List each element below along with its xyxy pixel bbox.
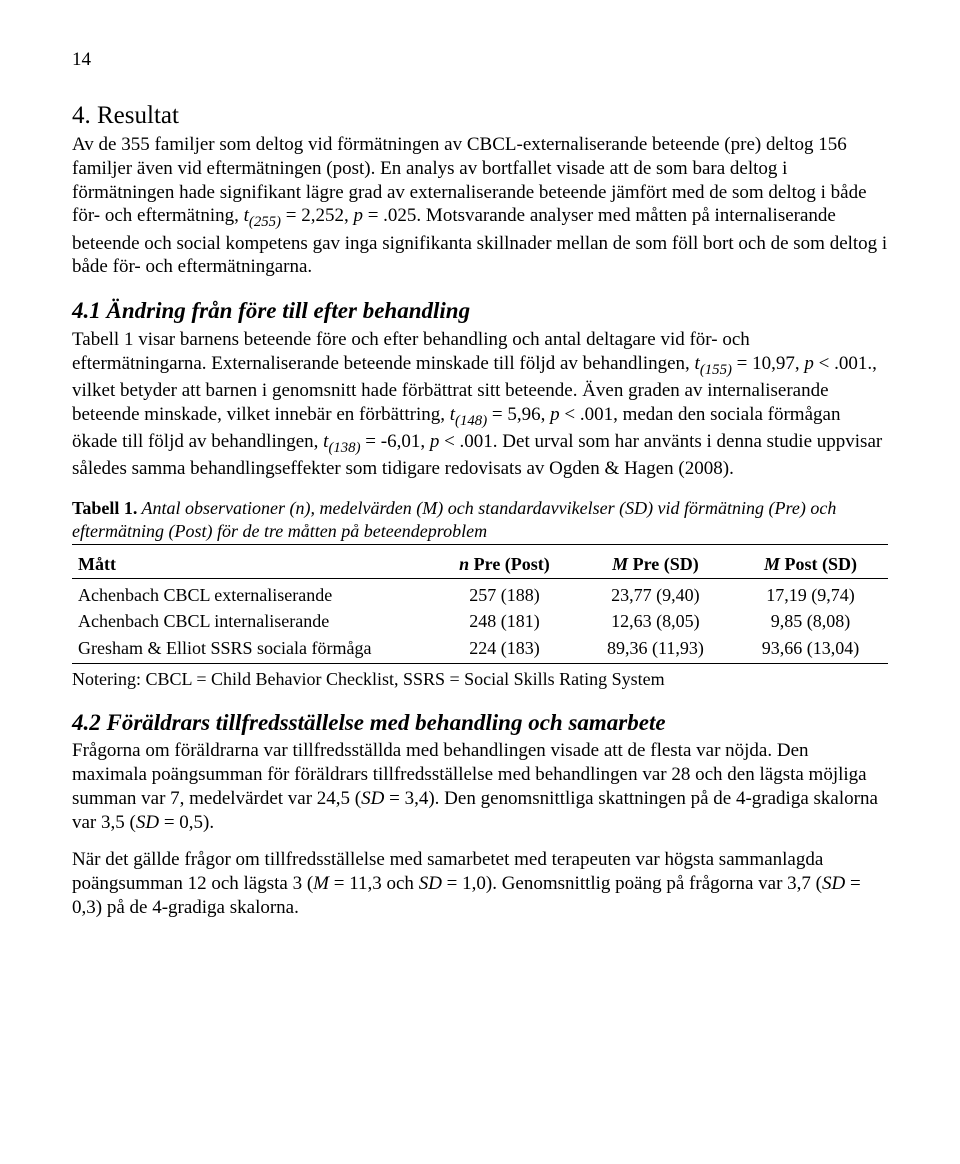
paragraph-4-2a: Frågorna om föräldrarna var tillfredsstä… bbox=[72, 739, 888, 834]
subsection-title: 4.1 Ändring från före till efter behandl… bbox=[72, 297, 888, 326]
table-caption: Tabell 1. Antal observationer (n), medel… bbox=[72, 497, 888, 545]
hdr-rest: Pre (Post) bbox=[469, 554, 550, 574]
text: = 1,0). Genomsnittlig poäng på frågorna … bbox=[442, 873, 822, 894]
text: = 0,5). bbox=[159, 812, 214, 833]
cell-mpost: 93,66 (13,04) bbox=[733, 635, 888, 664]
table-caption-lead: Tabell 1. bbox=[72, 498, 137, 518]
text: = 2,252, bbox=[281, 205, 353, 226]
cell-mpre: 89,36 (11,93) bbox=[578, 635, 733, 664]
cell-mpre: 23,77 (9,40) bbox=[578, 578, 733, 608]
table-row: Achenbach CBCL internaliserande 248 (181… bbox=[72, 608, 888, 635]
cell-mpre: 12,63 (8,05) bbox=[578, 608, 733, 635]
section-title: 4. Resultat bbox=[72, 100, 888, 131]
hdr-italic: M bbox=[612, 554, 628, 574]
text: = -6,01, bbox=[361, 431, 430, 452]
text: = 11,3 och bbox=[329, 873, 419, 894]
col-header-mpre: M Pre (SD) bbox=[578, 551, 733, 578]
cell-n: 257 (188) bbox=[431, 578, 578, 608]
cell-mpost: 17,19 (9,74) bbox=[733, 578, 888, 608]
cell-n: 248 (181) bbox=[431, 608, 578, 635]
table-row: Gresham & Elliot SSRS sociala förmåga 22… bbox=[72, 635, 888, 664]
stat-sub: (148) bbox=[455, 412, 487, 428]
cell-measure: Gresham & Elliot SSRS sociala förmåga bbox=[72, 635, 431, 664]
cell-measure: Achenbach CBCL externaliserande bbox=[72, 578, 431, 608]
page-number: 14 bbox=[72, 48, 888, 72]
stat-sub: (155) bbox=[700, 361, 732, 377]
table-note: Notering: CBCL = Child Behavior Checklis… bbox=[72, 668, 888, 691]
stat-sd: SD bbox=[361, 788, 384, 809]
hdr-italic: M bbox=[764, 554, 780, 574]
stat-p: p bbox=[430, 431, 440, 452]
cell-n: 224 (183) bbox=[431, 635, 578, 664]
stat-sd: SD bbox=[822, 873, 845, 894]
hdr-italic: n bbox=[459, 554, 469, 574]
paragraph-intro: Av de 355 familjer som deltog vid förmät… bbox=[72, 133, 888, 279]
hdr-rest: Pre (SD) bbox=[628, 554, 699, 574]
stat-sub: (255) bbox=[249, 214, 281, 230]
text: = 5,96, bbox=[487, 404, 550, 425]
subsection-title: 4.2 Föräldrars tillfredsställelse med be… bbox=[72, 709, 888, 738]
stat-p: p bbox=[550, 404, 560, 425]
table-row: Achenbach CBCL externaliserande 257 (188… bbox=[72, 578, 888, 608]
stat-sd: SD bbox=[136, 812, 159, 833]
col-header-mpost: M Post (SD) bbox=[733, 551, 888, 578]
stat-m: M bbox=[313, 873, 329, 894]
col-header-measure: Mått bbox=[72, 551, 431, 578]
stat-sd: SD bbox=[419, 873, 442, 894]
table-header-row: Mått n Pre (Post) M Pre (SD) M Post (SD) bbox=[72, 551, 888, 578]
text: Tabell 1 visar barnens beteende före och… bbox=[72, 329, 750, 374]
paragraph-4-2b: När det gällde frågor om tillfredsställe… bbox=[72, 848, 888, 919]
section-title-text: Resultat bbox=[97, 102, 179, 129]
table-caption-rest: Antal observationer (n), medelvärden (M)… bbox=[72, 498, 836, 541]
results-table: Mått n Pre (Post) M Pre (SD) M Post (SD)… bbox=[72, 551, 888, 664]
stat-sub: (138) bbox=[328, 440, 360, 456]
stat-p: p bbox=[353, 205, 363, 226]
stat-p: p bbox=[804, 353, 814, 374]
text: = 10,97, bbox=[732, 353, 804, 374]
section-number: 4. bbox=[72, 102, 91, 129]
cell-mpost: 9,85 (8,08) bbox=[733, 608, 888, 635]
cell-measure: Achenbach CBCL internaliserande bbox=[72, 608, 431, 635]
col-header-n: n Pre (Post) bbox=[431, 551, 578, 578]
paragraph-4-1: Tabell 1 visar barnens beteende före och… bbox=[72, 328, 888, 481]
hdr-rest: Post (SD) bbox=[780, 554, 857, 574]
